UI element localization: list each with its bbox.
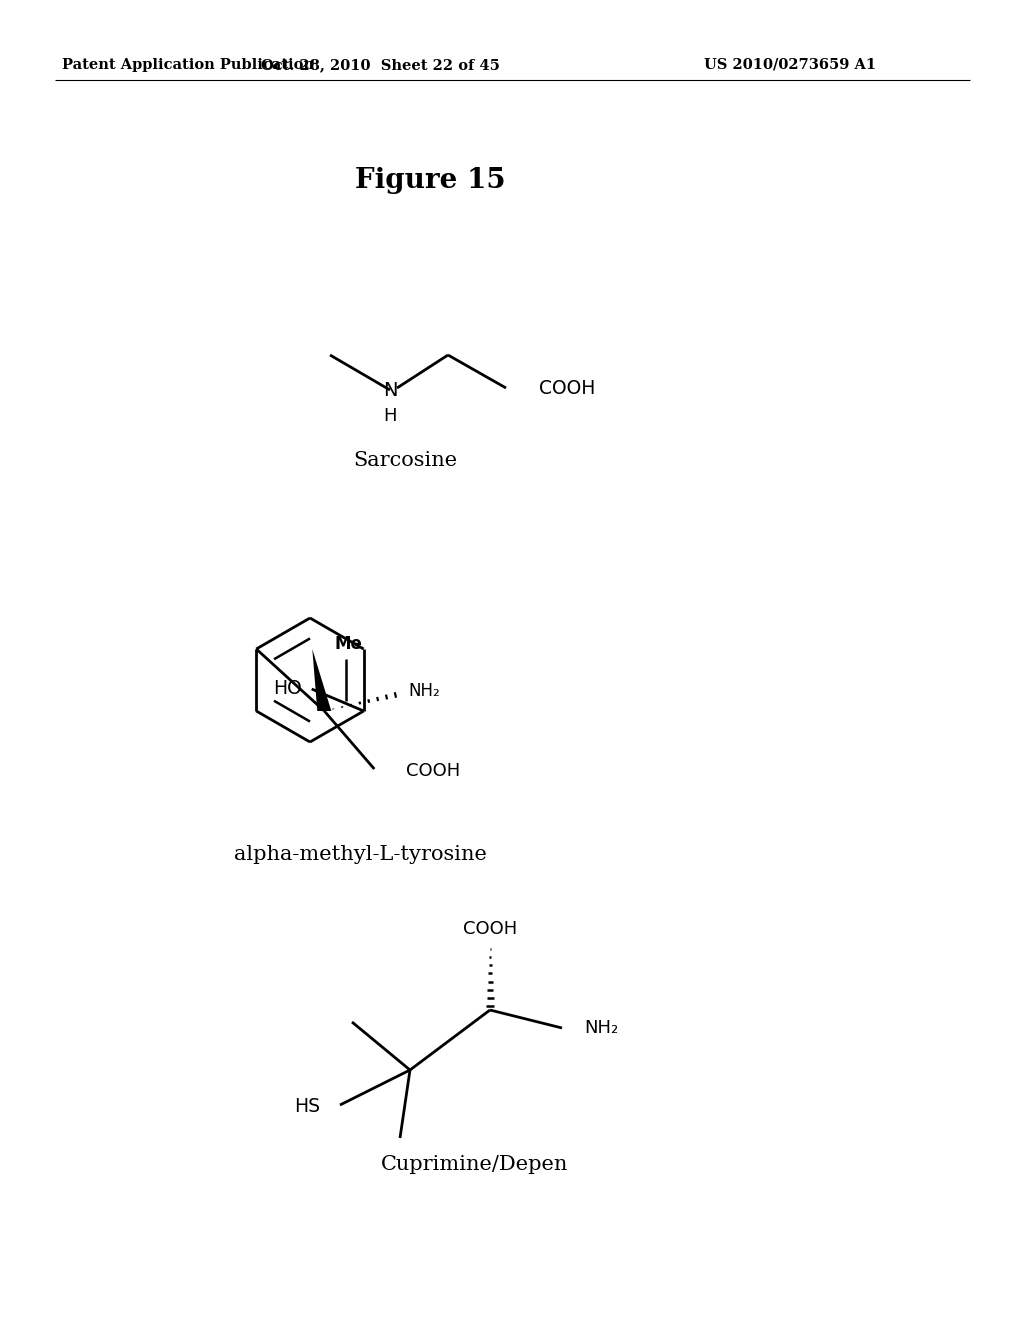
Text: NH₂: NH₂ bbox=[409, 682, 440, 700]
Text: HO: HO bbox=[273, 680, 302, 698]
Text: N: N bbox=[383, 380, 397, 400]
Text: NH₂: NH₂ bbox=[584, 1019, 618, 1038]
Text: Patent Application Publication: Patent Application Publication bbox=[62, 58, 314, 73]
Text: Me: Me bbox=[334, 635, 362, 653]
Text: COOH: COOH bbox=[407, 762, 461, 780]
Text: COOH: COOH bbox=[539, 379, 595, 397]
Text: alpha-methyl-L-tyrosine: alpha-methyl-L-tyrosine bbox=[233, 846, 486, 865]
Text: Sarcosine: Sarcosine bbox=[353, 450, 457, 470]
Text: US 2010/0273659 A1: US 2010/0273659 A1 bbox=[703, 58, 877, 73]
Text: COOH: COOH bbox=[463, 920, 517, 939]
Text: Figure 15: Figure 15 bbox=[354, 166, 505, 194]
Polygon shape bbox=[312, 649, 332, 711]
Text: H: H bbox=[383, 407, 396, 425]
Text: HS: HS bbox=[294, 1097, 319, 1117]
Text: Oct. 28, 2010  Sheet 22 of 45: Oct. 28, 2010 Sheet 22 of 45 bbox=[260, 58, 500, 73]
Text: Cuprimine/Depen: Cuprimine/Depen bbox=[381, 1155, 568, 1175]
